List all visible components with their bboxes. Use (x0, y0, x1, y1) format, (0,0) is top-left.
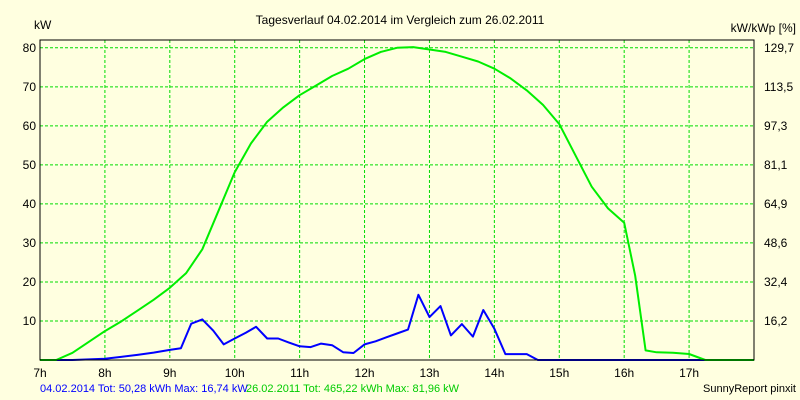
series-line-2011 (40, 46, 754, 361)
y-tick-label-left: 80 (23, 41, 37, 55)
credit-text: SunnyReport pinxit (703, 383, 796, 395)
grid (39, 40, 754, 360)
y-tick-label-left: 30 (23, 236, 37, 250)
y-tick-label-right: 32,4 (764, 275, 788, 289)
x-tick-label: 15h (549, 366, 569, 380)
y-tick-label-right: 97,3 (764, 119, 788, 133)
y-tick-label-right: 129,7 (764, 41, 794, 55)
y-tick-label-left: 70 (23, 80, 37, 94)
y-tick-label-left: 40 (23, 197, 37, 211)
x-tick-label: 17h (679, 366, 699, 380)
plot-border (39, 39, 755, 361)
x-tick-label: 8h (98, 366, 111, 380)
y-axis-label-right: kW/kWp [%] (731, 21, 796, 35)
y-axis-label-left: kW (34, 18, 52, 32)
x-tick-label: 7h (33, 366, 46, 380)
y-tick-label-left: 60 (23, 119, 37, 133)
x-tick-label: 11h (290, 366, 309, 380)
x-tick-label: 14h (484, 366, 504, 380)
legend-2014: 04.02.2014 Tot: 50,28 kWh Max: 16,74 kW (40, 383, 248, 395)
x-tick-label: 12h (355, 366, 375, 380)
y-tick-label-right: 64,9 (764, 197, 788, 211)
tick-labels: 7h 8h 9h 10h 11h 12h 13h 14h 15h 16h 17h 10 20 30 40 50… (23, 41, 795, 380)
y-tick-label-right: 48,6 (764, 236, 788, 250)
y-tick-label-right: 113,5 (764, 80, 793, 94)
x-tick-label: 10h (225, 366, 245, 380)
legend-2011: 26.02.2011 Tot: 465,22 kWh Max: 81,96 kW (246, 383, 460, 395)
y-tick-label-left: 20 (23, 275, 37, 289)
y-tick-label-right: 81,1 (764, 158, 788, 172)
x-tick-label: 9h (163, 366, 176, 380)
x-tick-label: 16h (614, 366, 634, 380)
y-tick-label-left: 50 (23, 158, 37, 172)
y-tick-label-left: 10 (23, 314, 37, 328)
chart-title: Tagesverlauf 04.02.2014 im Vergleich zum… (256, 13, 545, 27)
x-tick-label: 13h (419, 366, 439, 380)
y-tick-label-right: 16,2 (764, 314, 788, 328)
